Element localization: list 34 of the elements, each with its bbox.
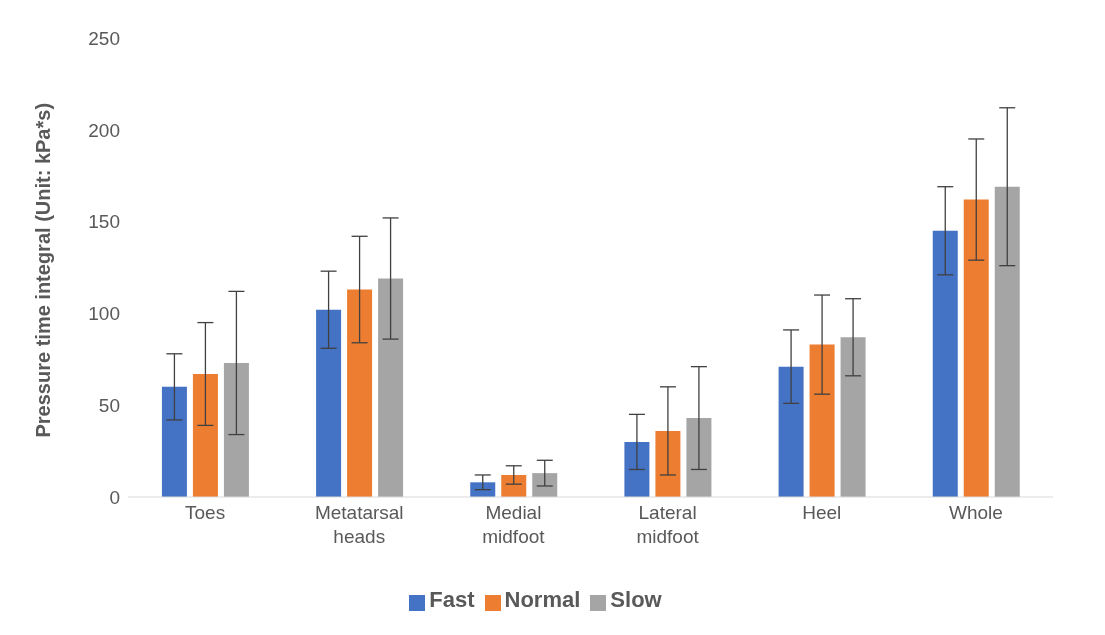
bar — [347, 289, 373, 497]
bar — [655, 430, 681, 497]
y-axis-title: Pressure time integral (Unit: kPa*s) — [32, 102, 55, 438]
legend-label: Fast — [429, 587, 475, 612]
y-tick-label: 200 — [88, 119, 120, 141]
bar — [963, 199, 989, 497]
legend-label: Normal — [504, 587, 581, 612]
bar — [223, 362, 249, 497]
legend-label: Slow — [610, 587, 662, 612]
bar — [994, 186, 1020, 497]
bar — [316, 309, 342, 497]
bar — [378, 278, 404, 497]
bar — [624, 441, 650, 497]
x-tick-label: Whole — [948, 502, 1003, 523]
x-tick-label: Toes — [185, 502, 226, 523]
bar — [470, 482, 496, 497]
y-tick-label: 100 — [88, 303, 120, 325]
bar — [778, 366, 804, 497]
bar — [840, 337, 866, 497]
y-tick-label: 250 — [88, 27, 120, 49]
x-tick-label: Medial midfoot — [482, 502, 546, 547]
bar — [192, 373, 218, 497]
bar — [686, 418, 712, 497]
y-tick-label: 150 — [88, 211, 120, 233]
x-tick-label: Lateral midfoot — [636, 502, 700, 547]
bar — [932, 230, 958, 497]
bar — [809, 344, 835, 497]
bar — [532, 473, 558, 497]
bar — [161, 386, 187, 497]
y-tick-label: 0 — [109, 486, 120, 508]
x-tick-label: Metatarsal heads — [314, 502, 404, 547]
x-tick-label: Heel — [802, 502, 842, 523]
bar — [501, 474, 527, 497]
y-tick-label: 50 — [98, 394, 120, 416]
